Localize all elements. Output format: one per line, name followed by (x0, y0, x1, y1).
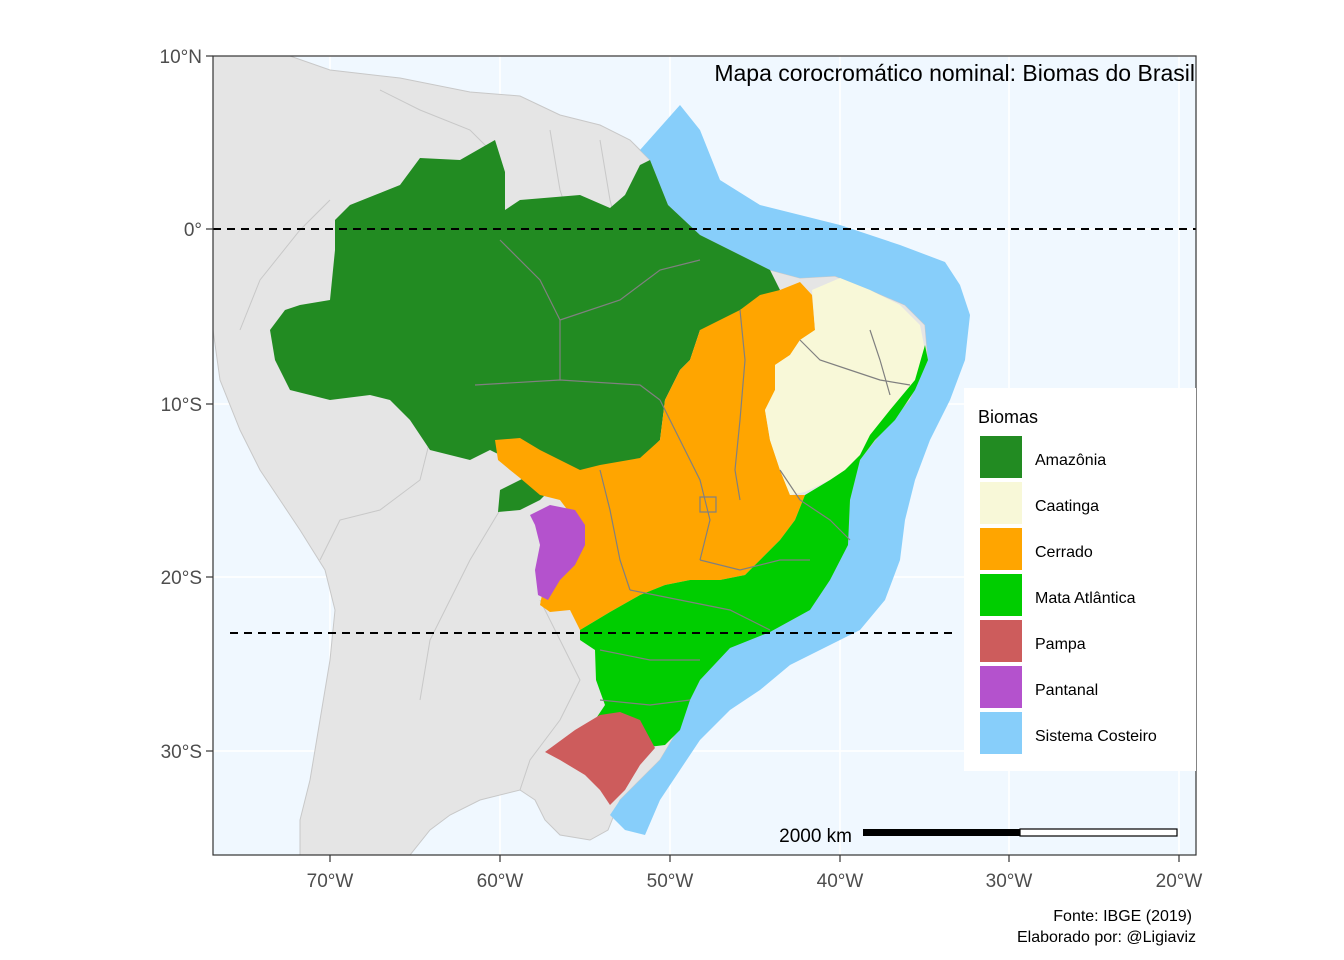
legend-label: Mata Atlântica (1035, 590, 1136, 607)
lat-tick-label: 30°S (161, 742, 202, 763)
legend-key-amazonia (980, 436, 1022, 478)
lon-axis (329, 855, 1180, 862)
lon-tick-label: 50°W (647, 871, 694, 892)
legend-key-pantanal (980, 666, 1022, 708)
biome-pampa (545, 712, 655, 805)
legend-label: Cerrado (1035, 544, 1093, 561)
lat-tick-label: 10°N (160, 47, 202, 68)
legend: Biomas Amazônia Caatinga Cerrado Mata At… (964, 388, 1196, 771)
lon-tick-label: 70°W (307, 871, 354, 892)
caption-author: Elaborado por: @Ligiaviz (1017, 929, 1196, 946)
lat-axis (206, 55, 213, 752)
biome-mata-atlantica (580, 345, 928, 748)
legend-key-pampa (980, 620, 1022, 662)
lon-tick-label: 60°W (477, 871, 524, 892)
map-title: Mapa corocromático nominal: Biomas do Br… (714, 60, 1195, 86)
lat-tick-label: 20°S (161, 568, 202, 589)
lat-tick-label: 10°S (161, 395, 202, 416)
legend-key-sistema-costeiro (980, 712, 1022, 754)
legend-label: Pampa (1035, 636, 1086, 653)
legend-label: Sistema Costeiro (1035, 728, 1157, 745)
legend-key-mata-atlantica (980, 574, 1022, 616)
lon-tick-label: 20°W (1156, 871, 1203, 892)
scale-bar: 2000 km (779, 826, 1178, 847)
state-borders (474, 239, 911, 706)
legend-label: Caatinga (1035, 498, 1099, 515)
biome-pantanal (530, 505, 585, 600)
biome-sistema-costeiro (610, 105, 970, 835)
legend-key-cerrado (980, 528, 1022, 570)
legend-label: Amazônia (1035, 452, 1106, 469)
biome-caatinga (765, 278, 925, 495)
biome-amazonia (270, 140, 780, 512)
scale-bar-label: 2000 km (779, 826, 852, 847)
lon-tick-label: 40°W (817, 871, 864, 892)
legend-title: Biomas (978, 407, 1038, 427)
lon-tick-label: 30°W (986, 871, 1033, 892)
scale-bar-white-segment (1019, 828, 1178, 837)
legend-label: Pantanal (1035, 682, 1098, 699)
legend-key-caatinga (980, 482, 1022, 524)
scale-bar-black-segment (863, 829, 1020, 836)
biome-cerrado (495, 282, 815, 630)
lat-tick-label: 0° (184, 220, 202, 241)
caption-source: Fonte: IBGE (2019) (1053, 908, 1192, 925)
